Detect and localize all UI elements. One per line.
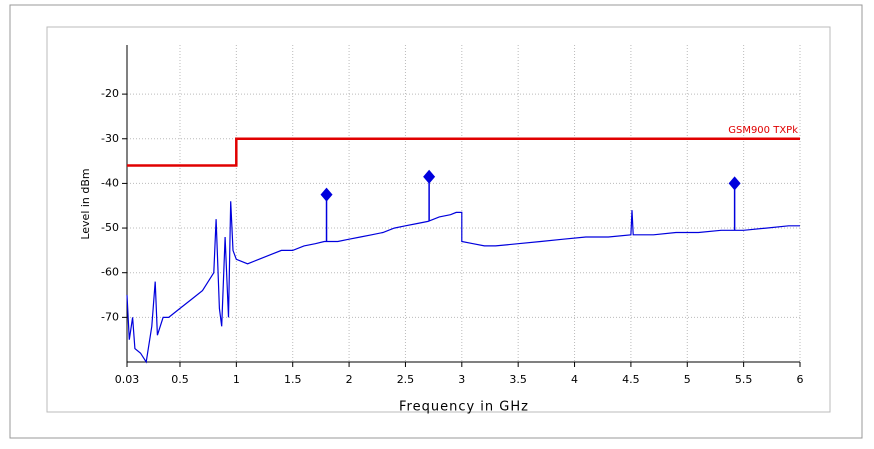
x-tick-label: 1 [233,373,240,386]
x-tick-label: 4 [571,373,578,386]
y-tick-label: -30 [101,132,119,145]
y-tick-label: -70 [101,310,119,323]
x-tick-label: 5.5 [735,373,753,386]
x-tick-label: 1.5 [284,373,302,386]
y-tick-label: -20 [101,87,119,100]
x-tick-label: 6 [797,373,804,386]
marker [728,176,741,191]
x-tick-label: 2 [346,373,353,386]
panel [46,26,831,413]
x-tick-label: 0.03 [115,373,140,386]
y-tick-label: -60 [101,266,119,279]
x-axis-label: Frequency in GHz [399,400,529,415]
series-line [126,201,800,364]
x-tick-label: 3.5 [509,373,527,386]
series-line [127,137,800,167]
x-tick-label: 0.5 [171,373,189,386]
marker [423,169,436,184]
x-tick-label: 2.5 [397,373,415,386]
x-tick-label: 3 [458,373,465,386]
y-tick-label: -40 [101,176,119,189]
marker [320,187,333,202]
x-tick-label: 5 [684,373,691,386]
y-tick-label: -50 [101,221,119,234]
x-tick-label: 4.5 [622,373,640,386]
y-axis-label: Level in dBm [79,168,92,239]
legend-label: GSM900 TXPk [728,125,798,136]
